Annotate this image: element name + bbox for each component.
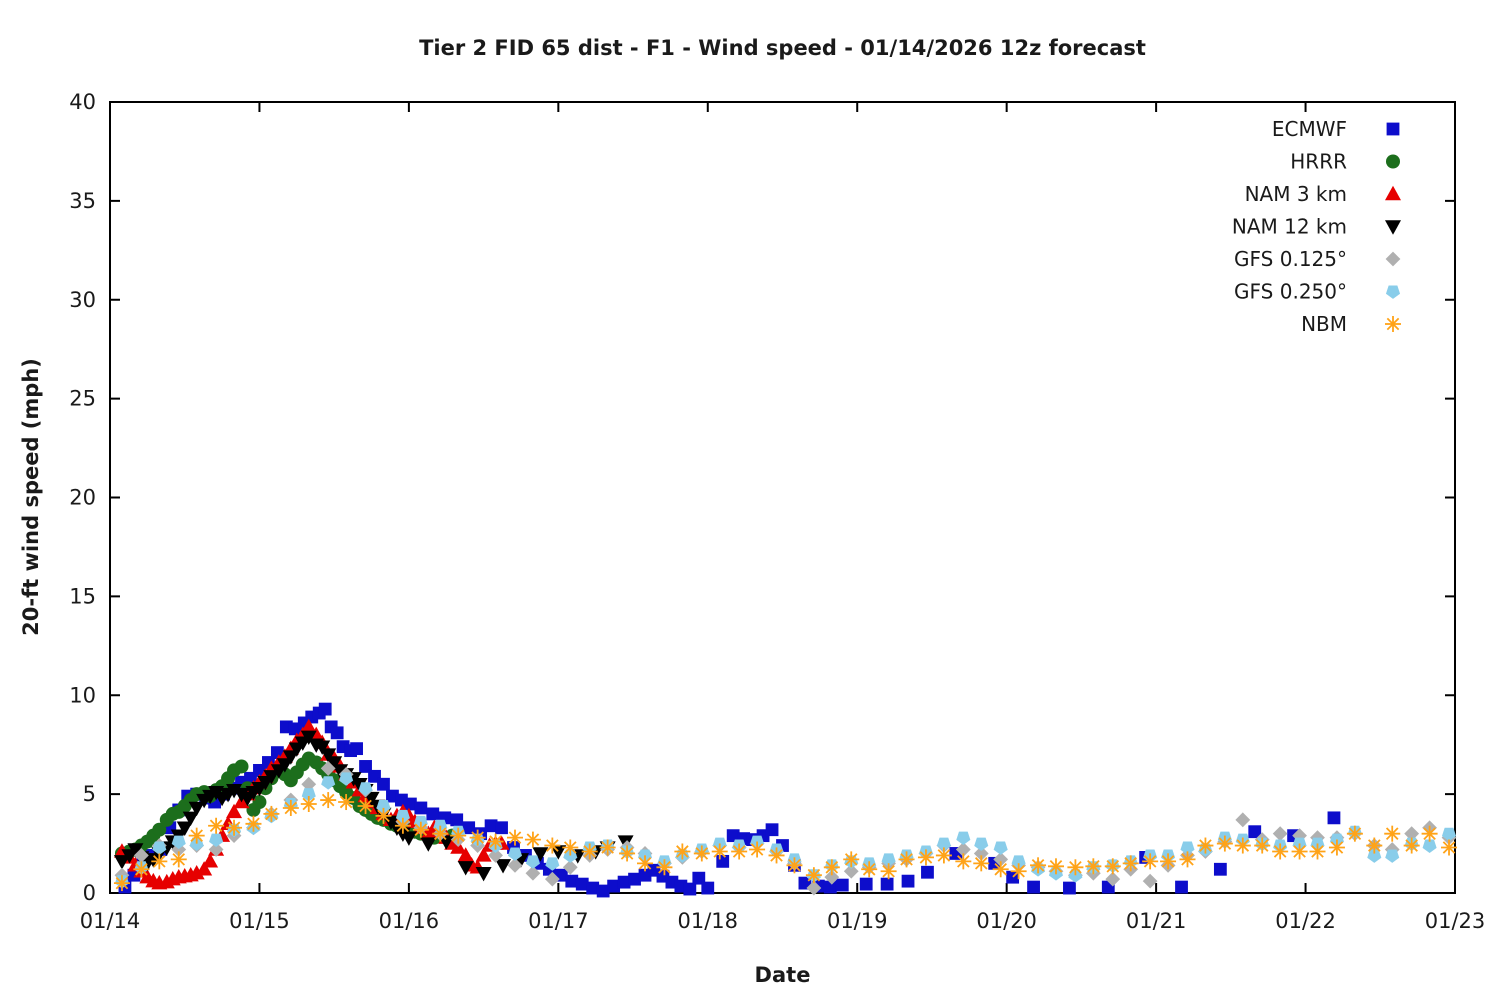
svg-text:10: 10: [69, 683, 96, 707]
legend-label: ECMWF: [1272, 117, 1347, 141]
svg-text:20: 20: [69, 486, 96, 510]
svg-text:15: 15: [69, 584, 96, 608]
svg-text:01/16: 01/16: [379, 909, 440, 933]
svg-text:0: 0: [83, 881, 96, 905]
legend-label: GFS 0.250°: [1234, 280, 1347, 304]
legend-label: NAM 3 km: [1245, 182, 1347, 206]
legend-label: NBM: [1301, 312, 1347, 336]
svg-text:30: 30: [69, 288, 96, 312]
legend-label: NAM 12 km: [1232, 215, 1347, 239]
svg-text:01/18: 01/18: [678, 909, 739, 933]
svg-text:01/17: 01/17: [528, 909, 589, 933]
x-axis-label: Date: [754, 963, 811, 987]
svg-text:5: 5: [83, 782, 96, 806]
svg-text:01/21: 01/21: [1126, 909, 1187, 933]
svg-text:35: 35: [69, 189, 96, 213]
svg-text:01/20: 01/20: [976, 909, 1037, 933]
chart-title: Tier 2 FID 65 dist - F1 - Wind speed - 0…: [419, 36, 1146, 60]
svg-text:01/23: 01/23: [1425, 909, 1486, 933]
svg-text:01/14: 01/14: [80, 909, 141, 933]
svg-text:01/22: 01/22: [1275, 909, 1336, 933]
svg-text:25: 25: [69, 387, 96, 411]
svg-text:40: 40: [69, 90, 96, 114]
legend-label: HRRR: [1290, 150, 1347, 174]
svg-text:01/15: 01/15: [229, 909, 290, 933]
legend-label: GFS 0.125°: [1234, 247, 1347, 271]
svg-text:01/19: 01/19: [827, 909, 888, 933]
